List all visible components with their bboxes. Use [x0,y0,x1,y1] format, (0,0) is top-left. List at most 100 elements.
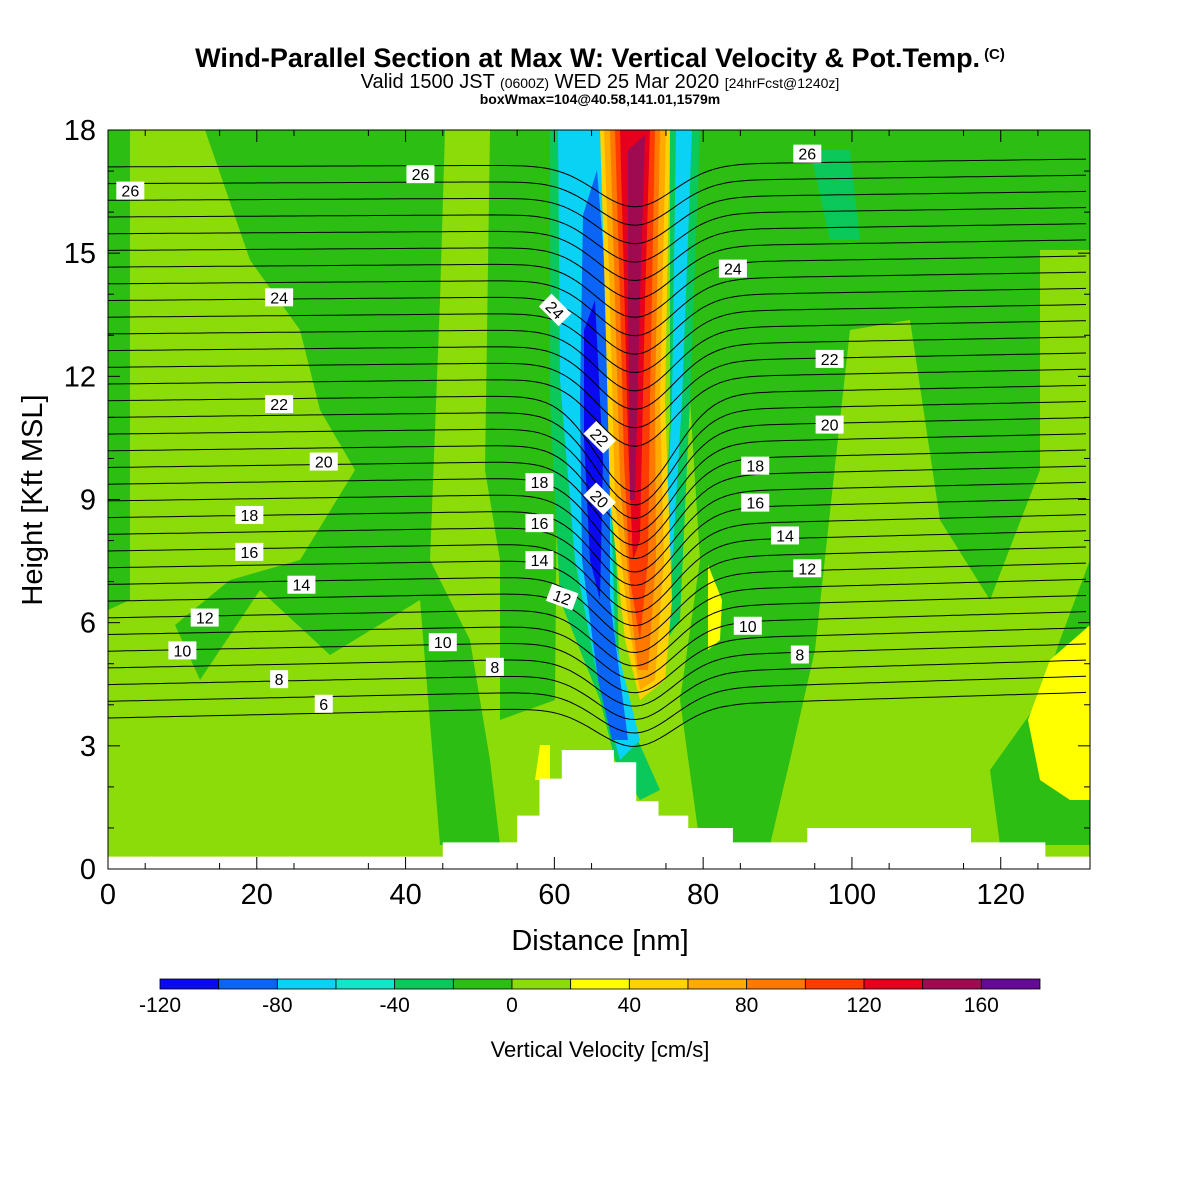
x-axis-title: Distance [nm] [511,925,688,957]
theta-contour-label: 18 [525,473,554,492]
theta-label-box [287,575,316,594]
y-tick-label: 9 [80,485,96,517]
theta-line [108,481,1087,573]
theta-contour-label: 16 [235,542,264,562]
colorbar-swatch [511,978,572,990]
colorbar-swatch [746,978,806,990]
theta-label-box [793,144,822,163]
y-tick-label: 0 [80,854,96,886]
theta-contour-label: 16 [525,514,554,533]
colorbar-swatch [687,978,748,990]
theta-label-box [583,420,616,454]
theta-label-box [428,633,457,652]
theta-contour-label: 18 [741,456,770,476]
band-updraft-weak-small [708,565,722,650]
theta-label-text: 22 [270,397,288,414]
theta-line [108,223,1087,282]
theta-contour-label: 14 [770,526,799,545]
colorbar: -120 -80 -40 0 40 80 120 160 [139,978,1041,1017]
theta-label-box [525,473,554,492]
theta-line [108,304,1087,374]
colorbar-swatch [276,978,337,990]
theta-contour-label: 24 [718,259,747,279]
theta-label-box [545,583,579,611]
band-downdraft-weak-c [670,130,1090,845]
theta-line [108,675,1087,734]
x-tick-label: 40 [389,879,421,911]
theta-label-box [265,395,294,414]
velocity-field [108,130,1090,869]
band-downdraft-strong-core2 [662,130,692,610]
colorbar-title: Vertical Velocity [cm/s] [491,1037,710,1062]
y-tick-label: 3 [80,731,96,763]
theta-label-box [815,349,844,368]
theta-line [108,546,1087,627]
theta-line [108,498,1087,586]
theta-label-box [770,526,799,545]
forecast-info: [24hrFcst@1240z] [724,75,840,91]
colorbar-swatch [863,978,924,990]
theta-label-box [168,641,197,660]
theta-label-text: 14 [531,553,549,570]
title-main-text: Wind-Parallel Section at Max W: Vertical… [195,43,981,73]
theta-label-box [525,514,554,533]
colorbar-swatch [980,978,1041,990]
theta-label-box [538,293,572,327]
chart-title: Wind-Parallel Section at Max W: Vertical… [0,40,1200,73]
theta-label-text: 12 [550,587,573,609]
colorbar-swatch [922,978,982,990]
theta-contour-label: 14 [287,575,316,595]
colorbar-swatch [570,978,630,990]
terrain-profile [108,749,1090,869]
theta-label-box [406,165,435,184]
x-tick-label: 20 [241,879,273,911]
colorbar-tick-label: 0 [506,994,518,1017]
theta-line [108,465,1087,560]
theta-line [108,207,1086,263]
x-axis-ticks: 0 20 40 60 80 100 120 [100,130,1039,911]
theta-contour-label: 10 [168,641,197,660]
theta-label-text: 10 [739,619,757,636]
theta-label-box [815,415,844,434]
theta-label-text: 20 [315,455,333,472]
theta-label-box [525,551,554,570]
colorbar-swatch [804,978,865,990]
theta-label-box [265,288,294,307]
theta-contour-label: 12 [545,583,579,611]
theta-contour-label: 6 [314,694,333,714]
theta-label-text: 8 [795,648,804,665]
theta-line [108,562,1087,640]
theta-contour-label: 12 [190,608,219,628]
theta-contour-label: 26 [116,181,145,201]
theta-label-text: 24 [724,262,742,279]
theta-line [108,449,1087,546]
theta-line [108,239,1087,300]
theta-label-text: 8 [490,660,499,677]
y-tick-label: 6 [80,608,96,640]
theta-contour-label: 10 [428,633,457,652]
theta-label-text: 20 [821,418,839,435]
colorbar-swatch [394,978,454,990]
theta-label-text: 24 [270,290,288,307]
y-axis-ticks: 0 3 6 9 12 15 18 [64,115,1090,886]
theta-line [108,595,1087,667]
theta-contour-label: 12 [793,559,822,578]
theta-label-text: 26 [798,147,816,164]
theta-label-text: 18 [240,508,258,525]
theta-label-text: 16 [531,516,549,533]
theta-label-text: 16 [746,496,764,513]
colorbar-tick-label: -120 [139,994,181,1017]
band-downdraft-weak-b [485,130,560,720]
theta-label-text: 8 [275,672,284,689]
band-downdraft-weak-a [175,130,500,845]
colorbar-tick-label: 80 [735,994,758,1017]
colorbar-swatch [628,978,689,990]
theta-label-text: 10 [434,635,452,652]
theta-label-text: 12 [196,611,214,628]
band-updraft-weak-right [1028,625,1090,800]
x-tick-label: 120 [977,879,1025,911]
chart-title-block: Wind-Parallel Section at Max W: Vertical… [0,40,1200,106]
theta-line [108,174,1087,226]
theta-label-box [235,542,264,561]
